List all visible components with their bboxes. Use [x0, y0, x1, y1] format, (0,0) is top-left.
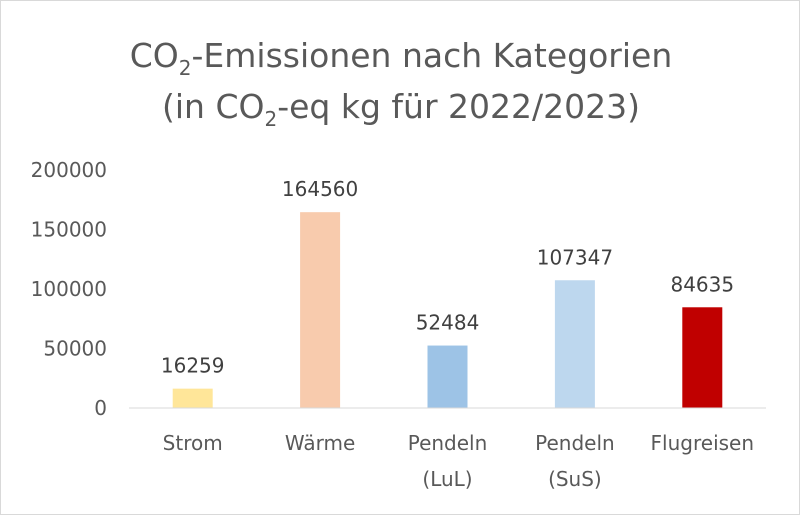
data-label: 84635 — [670, 272, 734, 296]
category-label-line: Flugreisen — [651, 431, 754, 455]
data-labels: 16259 164560 52484 107347 84635 — [161, 177, 734, 377]
category-label: Flugreisen — [651, 431, 754, 455]
category-label-line: (LuL) — [422, 467, 472, 491]
y-axis: 0 50000 100000 150000 200000 — [31, 158, 107, 420]
title-line-1-rest: -Emissionen nach Kategorien — [192, 36, 673, 75]
data-label: 107347 — [537, 245, 613, 269]
bar — [300, 212, 341, 408]
category-labels: Strom Wärme Pendeln (LuL) Pendeln (SuS) Flugre… — [163, 431, 754, 491]
category-label-line: (SuS) — [548, 467, 602, 491]
category-label-line: Pendeln — [408, 431, 488, 455]
bar — [172, 388, 213, 408]
y-tick-label: 50000 — [43, 337, 107, 361]
bars — [172, 212, 723, 408]
category-label-line: Wärme — [285, 431, 355, 455]
title-line-2-rest: -eq kg für 2022/2023) — [277, 87, 640, 126]
data-label: 52484 — [416, 311, 480, 335]
title-line-2-subscript: 2 — [264, 107, 277, 131]
y-tick-label: 150000 — [31, 218, 107, 242]
category-label-line: Strom — [163, 431, 223, 455]
chart-title-line-1: CO2-Emissionen nach Kategorien — [130, 36, 673, 80]
category-label-line: Pendeln — [535, 431, 615, 455]
title-line-1-subscript: 2 — [179, 56, 192, 80]
data-label: 16259 — [161, 354, 225, 378]
data-label: 164560 — [282, 177, 358, 201]
category-label: Strom — [163, 431, 223, 455]
y-tick-label: 200000 — [31, 158, 107, 182]
y-tick-label: 100000 — [31, 277, 107, 301]
category-label: Pendeln (LuL) — [408, 431, 488, 491]
y-tick-label: 0 — [94, 396, 107, 420]
bar — [554, 280, 595, 408]
chart-title-line-2: (in CO2-eq kg für 2022/2023) — [162, 87, 640, 131]
bar — [427, 345, 468, 408]
bar — [682, 307, 723, 408]
category-label: Pendeln (SuS) — [535, 431, 615, 491]
category-label: Wärme — [285, 431, 355, 455]
title-line-2-main: (in CO — [162, 87, 264, 126]
title-line-1-main: CO — [130, 36, 179, 75]
